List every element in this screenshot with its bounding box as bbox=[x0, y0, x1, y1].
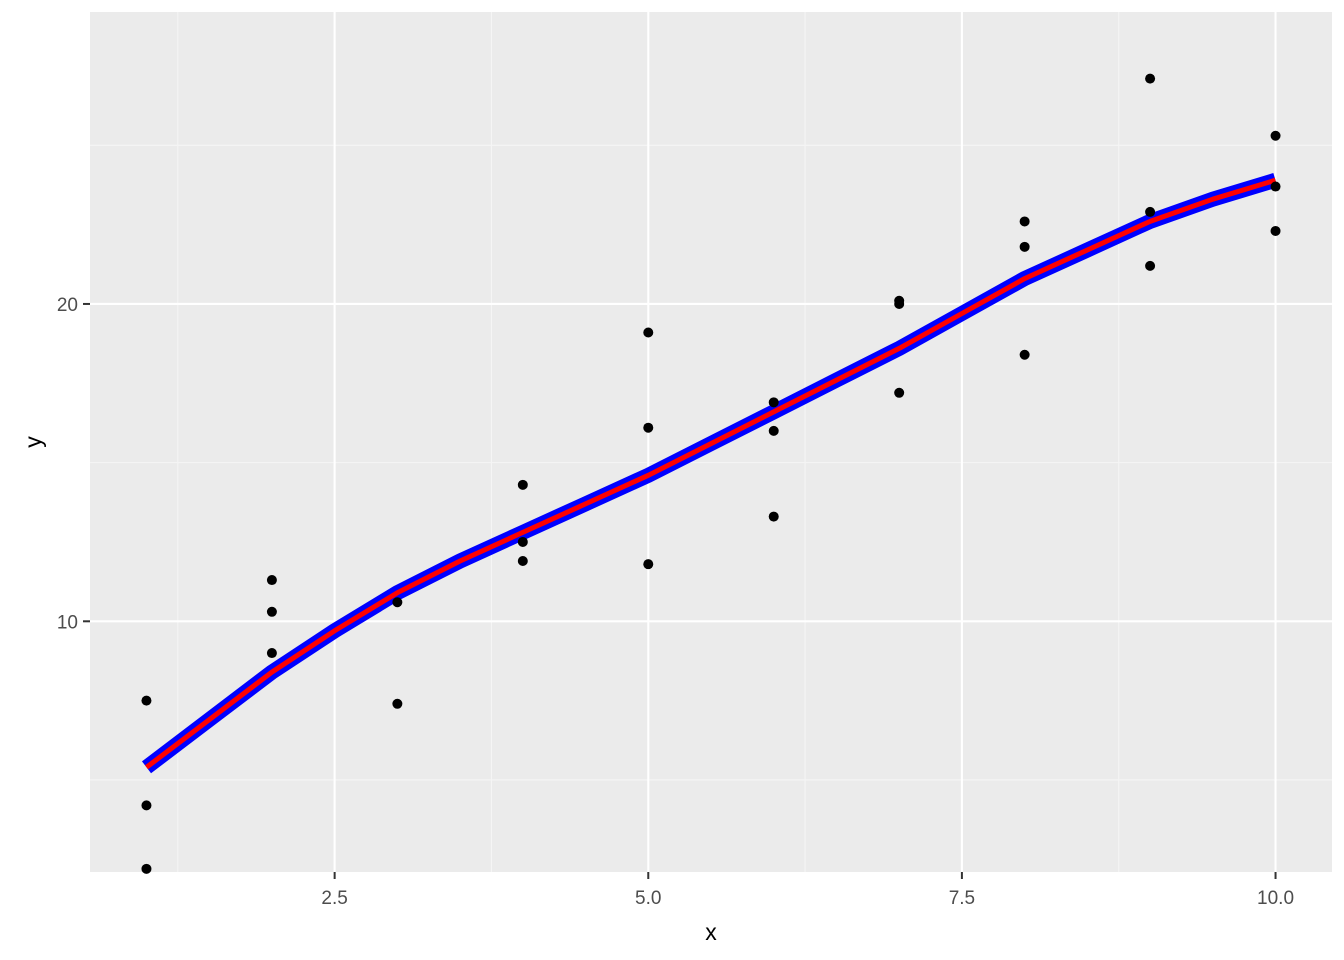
x-axis-title: x bbox=[705, 919, 717, 945]
data-point bbox=[392, 698, 403, 709]
data-point bbox=[768, 397, 779, 408]
minor-gridlines bbox=[90, 12, 1332, 872]
data-point bbox=[266, 575, 277, 586]
x-tick-label: 7.5 bbox=[949, 888, 975, 909]
data-point bbox=[643, 422, 654, 433]
data-point bbox=[141, 800, 152, 811]
data-point bbox=[768, 425, 779, 436]
data-point bbox=[517, 556, 528, 567]
smooth-lines bbox=[141, 173, 1278, 774]
x-axis-ticks: 2.5 5.0 7.5 10.0 bbox=[321, 872, 1294, 909]
data-point bbox=[1270, 225, 1281, 236]
x-tick-label: 2.5 bbox=[321, 888, 347, 909]
data-point bbox=[1270, 181, 1281, 192]
data-point bbox=[1270, 130, 1281, 141]
series-line-red bbox=[144, 177, 1277, 770]
data-point bbox=[1019, 241, 1030, 252]
data-point bbox=[894, 298, 905, 309]
x-tick-label: 5.0 bbox=[635, 888, 661, 909]
y-tick-label: 20 bbox=[57, 295, 78, 316]
data-point bbox=[768, 511, 779, 522]
data-point bbox=[141, 863, 152, 874]
y-axis-title: y bbox=[20, 436, 46, 448]
data-point bbox=[1145, 260, 1156, 271]
y-axis-ticks: 10 20 bbox=[57, 295, 90, 633]
data-point bbox=[517, 536, 528, 547]
data-point bbox=[266, 648, 277, 659]
major-gridlines bbox=[90, 12, 1332, 872]
data-point bbox=[894, 387, 905, 398]
data-point bbox=[1145, 206, 1156, 217]
y-tick-label: 10 bbox=[57, 612, 78, 633]
x-tick-label: 10.0 bbox=[1257, 888, 1294, 909]
data-point bbox=[1019, 216, 1030, 227]
data-point bbox=[643, 327, 654, 338]
data-point bbox=[1019, 349, 1030, 360]
data-point bbox=[141, 695, 152, 706]
data-point bbox=[1145, 73, 1156, 84]
data-point bbox=[392, 597, 403, 608]
scatter-points bbox=[141, 73, 1281, 874]
data-point bbox=[517, 479, 528, 490]
data-point bbox=[643, 559, 654, 570]
data-point bbox=[266, 606, 277, 617]
